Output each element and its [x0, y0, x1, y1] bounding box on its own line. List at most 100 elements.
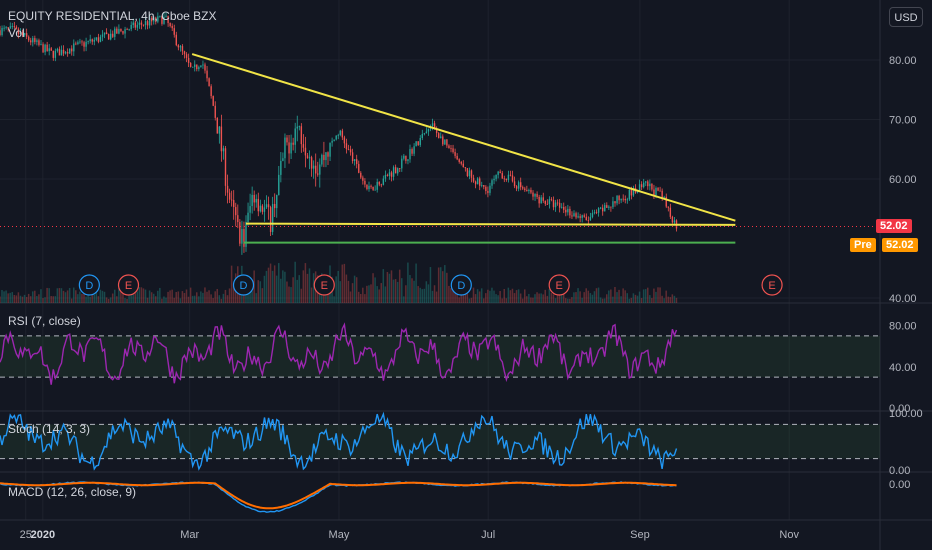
- candle-body: [15, 26, 18, 29]
- stoch-pane[interactable]: Stoch (14, 3, 3) 100.00 0.00: [0, 408, 923, 477]
- candle-body: [157, 16, 159, 22]
- trendline[interactable]: [245, 222, 736, 226]
- candle-body: [222, 148, 225, 152]
- candle-body: [136, 24, 139, 28]
- candle-body: [46, 44, 48, 52]
- rsi-tick-label: 80.00: [889, 321, 917, 333]
- volume-bar: [341, 264, 344, 303]
- macd-pane[interactable]: MACD (12, 26, close, 9) 0.00: [0, 479, 910, 513]
- rsi-pane[interactable]: RSI (7, close) 80.00 40.00 0.00: [0, 314, 917, 415]
- candle-body: [153, 17, 155, 22]
- volume-bar: [577, 288, 579, 303]
- candle-body: [417, 141, 419, 145]
- dividend-marker[interactable]: [78, 274, 100, 296]
- volume-bar: [671, 294, 674, 303]
- candle-body: [364, 180, 366, 185]
- candle-body: [216, 117, 218, 134]
- volume-bar: [107, 298, 110, 303]
- candle-body: [630, 189, 633, 196]
- volume-bar: [468, 298, 471, 303]
- volume-bar: [583, 292, 585, 303]
- volume-bar: [222, 293, 225, 303]
- volume-bar: [97, 296, 100, 303]
- volume-bar: [575, 292, 577, 303]
- candle-body: [212, 96, 214, 106]
- volume-bar: [298, 275, 300, 303]
- volume-bar: [442, 271, 444, 303]
- volume-bar: [105, 297, 108, 303]
- volume-bar: [419, 287, 421, 303]
- candle-body: [552, 199, 555, 208]
- volume-bar: [214, 291, 216, 303]
- trendline[interactable]: [191, 53, 736, 222]
- currency-button[interactable]: USD: [889, 7, 923, 27]
- dividend-marker[interactable]: [232, 274, 255, 296]
- volume-bar: [58, 288, 61, 303]
- candle-body: [21, 32, 24, 36]
- earnings-marker[interactable]: [761, 274, 783, 296]
- candle-body: [610, 206, 612, 208]
- volume-bar: [669, 297, 672, 303]
- trendlines[interactable]: [0, 53, 880, 244]
- volume-bar: [62, 290, 65, 303]
- macd-title: MACD (12, 26, close, 9): [8, 485, 136, 499]
- candle-body: [269, 207, 272, 232]
- candle-body: [93, 39, 95, 42]
- volume-bar: [87, 292, 89, 303]
- candle-body: [599, 207, 602, 209]
- volume-bar: [565, 298, 567, 303]
- candle-body: [612, 201, 614, 208]
- earnings-marker[interactable]: [548, 274, 570, 296]
- candle-body: [77, 42, 79, 45]
- candle-body: [175, 34, 177, 46]
- price-candles[interactable]: [0, 12, 678, 255]
- candle-body: [85, 41, 87, 47]
- macd-signal-line[interactable]: [0, 481, 677, 510]
- volume-bar: [407, 262, 409, 303]
- volume-bar: [150, 292, 153, 303]
- candle-body: [462, 163, 464, 168]
- candle-body: [370, 185, 372, 187]
- volume-bar: [73, 287, 75, 303]
- candle-body: [107, 34, 110, 40]
- candle-body: [366, 184, 368, 190]
- dividend-marker[interactable]: [450, 274, 472, 296]
- candle-body: [501, 173, 503, 179]
- candle-body: [620, 198, 622, 201]
- volume-bar: [95, 292, 98, 303]
- volume-bar: [562, 288, 565, 303]
- candle-body: [456, 155, 458, 160]
- volume-bar: [657, 287, 659, 303]
- rsi-line[interactable]: [0, 322, 678, 385]
- candle-body: [593, 212, 596, 214]
- event-marker-label: E: [556, 280, 563, 292]
- earnings-marker[interactable]: [117, 274, 140, 296]
- candle-body: [183, 51, 186, 55]
- volume-bar: [608, 290, 610, 303]
- volume-bar: [464, 294, 467, 303]
- pre-market-label: Pre: [850, 238, 876, 252]
- candle-body: [581, 215, 583, 218]
- stoch-line[interactable]: [0, 411, 678, 471]
- candle-body: [280, 160, 282, 175]
- volume-bar: [622, 288, 624, 303]
- volume-bar: [202, 292, 204, 303]
- volume-bar: [636, 295, 639, 303]
- candle-body: [540, 197, 542, 204]
- candle-body: [479, 178, 481, 186]
- volume-bar: [118, 287, 120, 303]
- volume-bar: [439, 267, 442, 303]
- candle-body: [667, 206, 669, 208]
- volume-bar: [474, 294, 477, 303]
- candle-body: [409, 149, 411, 160]
- candle-body: [427, 128, 430, 132]
- candle-body: [661, 190, 663, 198]
- volume-bar: [366, 285, 368, 303]
- price-axis[interactable]: 80.00 70.00 60.00 40.00: [889, 55, 917, 305]
- candle-body: [44, 44, 46, 53]
- earnings-marker[interactable]: [313, 274, 335, 296]
- volume-bar: [351, 283, 354, 303]
